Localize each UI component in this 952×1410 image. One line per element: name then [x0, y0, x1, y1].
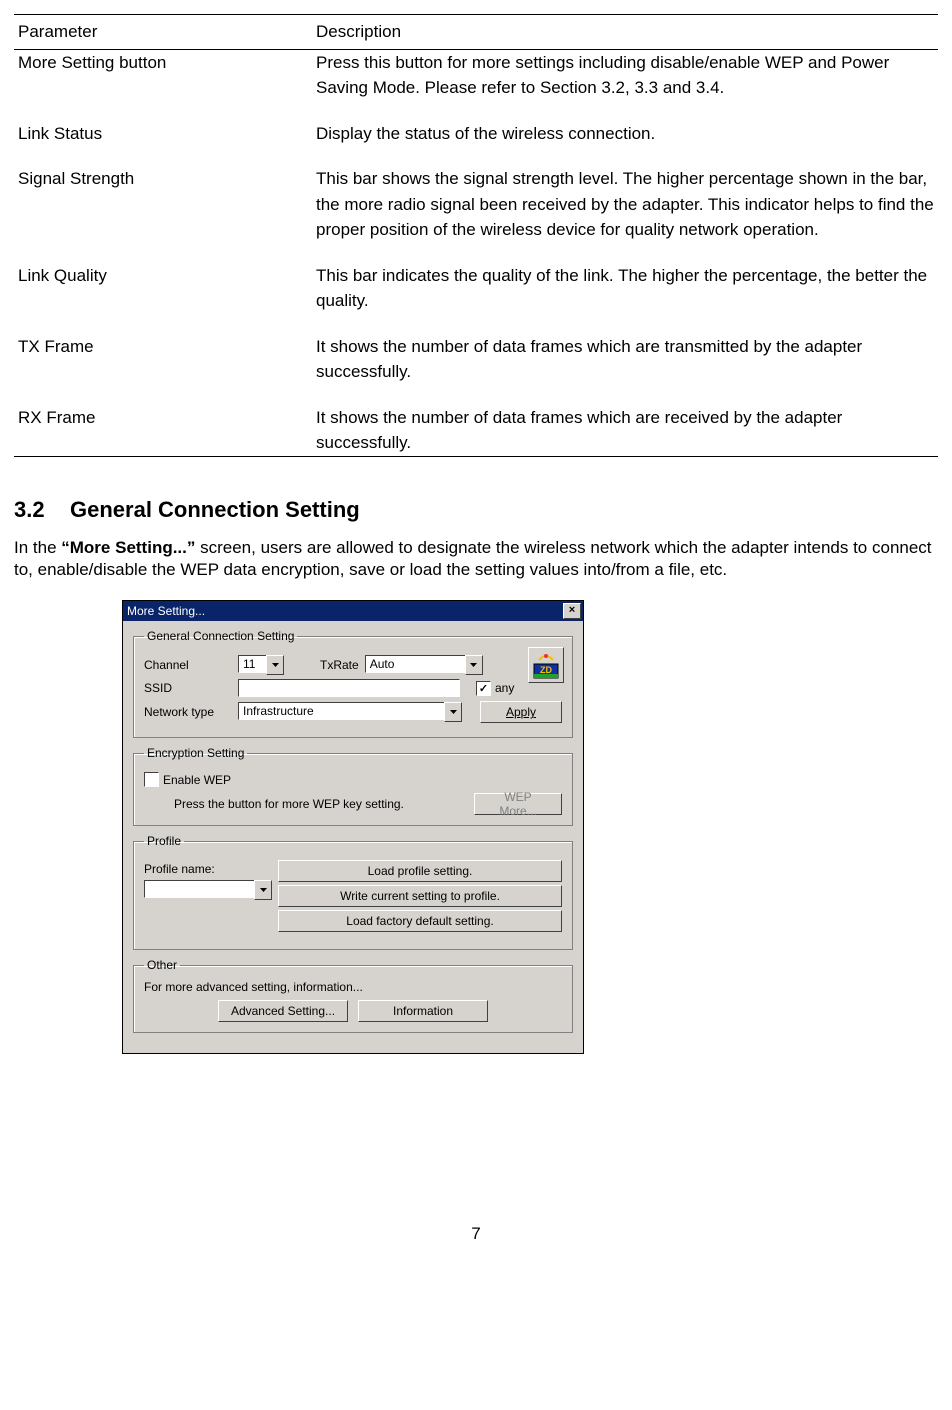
param-cell: More Setting button — [14, 49, 312, 101]
gcs-legend: General Connection Setting — [144, 629, 297, 643]
channel-value: 11 — [238, 655, 266, 673]
profile-name-label: Profile name: — [144, 860, 254, 876]
chevron-down-icon[interactable] — [444, 702, 462, 722]
other-text: For more advanced setting, information..… — [144, 980, 562, 994]
row-network-type: Network type Infrastructure Apply — [144, 701, 562, 723]
section-heading: 3.2General Connection Setting — [14, 497, 938, 523]
group-other: Other For more advanced setting, informa… — [133, 958, 573, 1033]
other-legend: Other — [144, 958, 180, 972]
dialog-body: General Connection Setting ZD Channel — [123, 621, 583, 1053]
header-parameter: Parameter — [14, 15, 312, 50]
row-enable-wep: Enable WEP — [144, 772, 562, 787]
param-cell: TX Frame — [14, 334, 312, 385]
brand-logo: ZD — [528, 647, 564, 683]
desc-cell: Display the status of the wireless conne… — [312, 121, 938, 147]
section-title: General Connection Setting — [70, 497, 360, 522]
table-row: Link Status Display the status of the wi… — [14, 121, 938, 147]
desc-cell: This bar indicates the quality of the li… — [312, 263, 938, 314]
network-type-select[interactable]: Infrastructure — [238, 702, 462, 722]
table-row: More Setting button Press this button fo… — [14, 49, 938, 101]
param-cell: Link Status — [14, 121, 312, 147]
intro-pre: In the — [14, 538, 61, 557]
wep-hint-text: Press the button for more WEP key settin… — [174, 797, 474, 811]
page-number: 7 — [14, 1224, 938, 1244]
svg-text:ZD: ZD — [540, 665, 552, 675]
parameter-table: Parameter Description More Setting butto… — [14, 14, 938, 457]
any-label: any — [495, 681, 514, 695]
network-type-label: Network type — [144, 705, 238, 719]
close-icon[interactable]: × — [563, 603, 581, 619]
desc-cell: This bar shows the signal strength level… — [312, 166, 938, 243]
group-general-connection: General Connection Setting ZD Channel — [133, 629, 573, 738]
chevron-down-icon[interactable] — [465, 655, 483, 675]
ssid-input[interactable] — [238, 679, 460, 697]
enc-legend: Encryption Setting — [144, 746, 247, 760]
apply-button[interactable]: Apply — [480, 701, 562, 723]
any-checkbox[interactable]: ✓ — [476, 681, 491, 696]
enable-wep-label: Enable WEP — [163, 773, 231, 787]
row-profile: Profile name: Load profile setting. Writ… — [144, 860, 562, 935]
load-profile-button[interactable]: Load profile setting. — [278, 860, 562, 882]
param-cell: RX Frame — [14, 405, 312, 457]
network-type-value: Infrastructure — [238, 702, 444, 720]
group-profile: Profile Profile name: Load profile setti… — [133, 834, 573, 950]
row-ssid: SSID ✓ any — [144, 679, 562, 697]
profile-name-select[interactable] — [144, 880, 272, 900]
factory-default-button[interactable]: Load factory default setting. — [278, 910, 562, 932]
chevron-down-icon[interactable] — [254, 880, 272, 900]
profile-buttons: Load profile setting. Write current sett… — [278, 860, 562, 935]
desc-cell: It shows the number of data frames which… — [312, 405, 938, 457]
param-cell: Signal Strength — [14, 166, 312, 243]
intro-paragraph: In the “More Setting...” screen, users a… — [14, 537, 938, 583]
profile-legend: Profile — [144, 834, 184, 848]
chevron-down-icon[interactable] — [266, 655, 284, 675]
channel-label: Channel — [144, 658, 238, 672]
desc-cell: Press this button for more settings incl… — [312, 49, 938, 101]
dialog-title: More Setting... — [127, 604, 205, 618]
param-cell: Link Quality — [14, 263, 312, 314]
more-setting-dialog: More Setting... × General Connection Set… — [122, 600, 584, 1054]
advanced-setting-button[interactable]: Advanced Setting... — [218, 1000, 348, 1022]
desc-cell: It shows the number of data frames which… — [312, 334, 938, 385]
profile-name-value — [144, 880, 254, 898]
dialog-wrapper: More Setting... × General Connection Set… — [122, 600, 938, 1054]
row-wep-hint: Press the button for more WEP key settin… — [174, 793, 562, 815]
table-header-row: Parameter Description — [14, 15, 938, 50]
information-button[interactable]: Information — [358, 1000, 488, 1022]
txrate-label: TxRate — [320, 658, 359, 672]
header-description: Description — [312, 15, 938, 50]
table-row: Signal Strength This bar shows the signa… — [14, 166, 938, 243]
channel-select[interactable]: 11 — [238, 655, 284, 675]
txrate-select[interactable]: Auto — [365, 655, 483, 675]
txrate-value: Auto — [365, 655, 465, 673]
ssid-label: SSID — [144, 681, 238, 695]
table-row: TX Frame It shows the number of data fra… — [14, 334, 938, 385]
table-row: RX Frame It shows the number of data fra… — [14, 405, 938, 457]
row-other-buttons: Advanced Setting... Information — [144, 1000, 562, 1022]
table-row: Link Quality This bar indicates the qual… — [14, 263, 938, 314]
apply-wrap: Apply — [480, 701, 562, 723]
group-encryption: Encryption Setting Enable WEP Press the … — [133, 746, 573, 826]
write-profile-button[interactable]: Write current setting to profile. — [278, 885, 562, 907]
dialog-titlebar[interactable]: More Setting... × — [123, 601, 583, 621]
wep-more-button[interactable]: WEP More... — [474, 793, 562, 815]
row-channel-txrate: Channel 11 TxRate Auto — [144, 655, 562, 675]
enable-wep-checkbox[interactable] — [144, 772, 159, 787]
section-number: 3.2 — [14, 497, 70, 523]
intro-bold: “More Setting...” — [61, 538, 195, 557]
